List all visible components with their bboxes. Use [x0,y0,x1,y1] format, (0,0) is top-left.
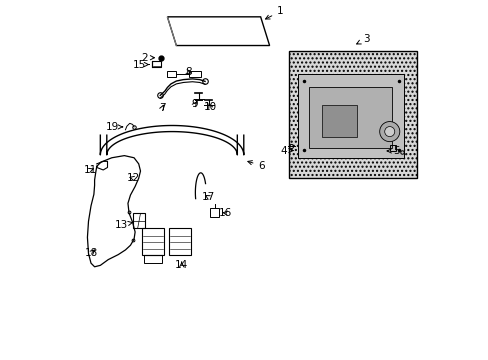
Text: 10: 10 [203,102,217,112]
Text: 9: 9 [191,99,198,109]
Bar [289,51,416,178]
Text: 2: 2 [141,53,154,63]
Text: 19: 19 [106,122,122,132]
Bar [142,228,163,255]
Text: 18: 18 [84,248,98,258]
Text: 13: 13 [115,220,132,230]
Bar [298,74,403,158]
Text: 6: 6 [247,161,264,171]
Text: 17: 17 [202,192,215,202]
Text: 8: 8 [185,67,192,77]
Text: 14: 14 [175,260,188,270]
Text: 12: 12 [126,173,140,183]
Circle shape [384,127,394,136]
Text: 4: 4 [280,145,292,156]
Text: 15: 15 [133,59,149,69]
Text: 1: 1 [265,6,283,19]
Bar [210,208,219,217]
Text: 3: 3 [356,34,369,44]
Bar [133,213,144,228]
Bar [308,87,391,148]
Text: 7: 7 [159,103,165,113]
Text: 16: 16 [219,208,232,218]
Text: 5: 5 [386,146,399,156]
Text: 11: 11 [83,165,97,175]
Bar [144,255,162,263]
Bar [321,105,357,137]
Circle shape [379,122,399,141]
Bar [169,228,190,255]
